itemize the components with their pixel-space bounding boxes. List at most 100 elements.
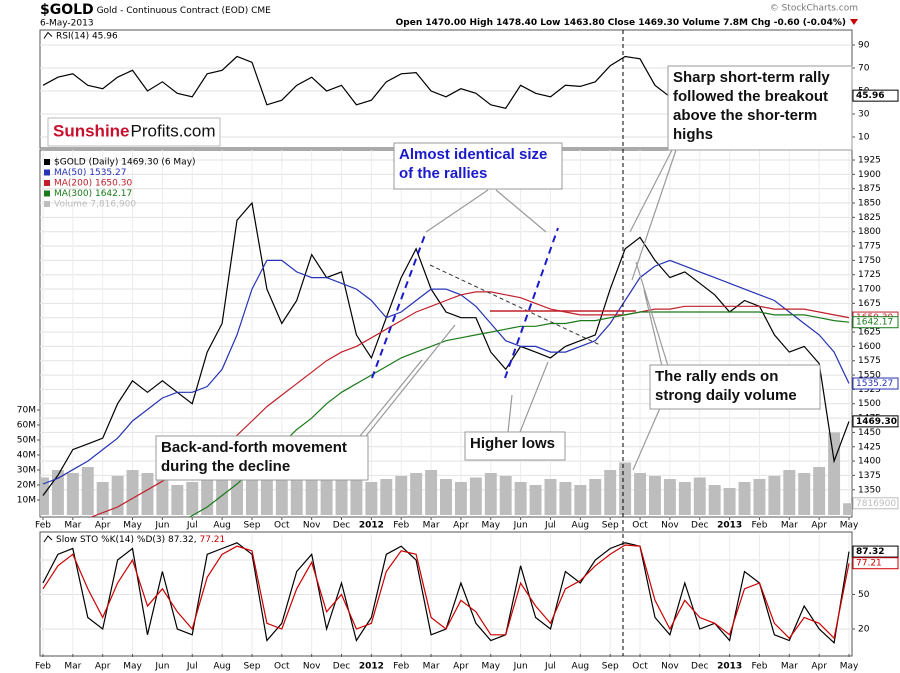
y-tick-label: 1575 xyxy=(858,356,881,366)
annotation-text: The rally ends on xyxy=(655,368,778,385)
panel-title-text: Slow STO %K(14) %D(3) 87.32, xyxy=(56,535,197,545)
annotation-box xyxy=(667,65,853,151)
end-tag-label: 1535.27 xyxy=(856,379,893,389)
y-tick-label: 1600 xyxy=(858,342,881,352)
x-tick-label: May xyxy=(123,662,142,672)
legend-icon xyxy=(43,535,53,543)
volume-bar xyxy=(544,479,557,515)
x-tick-label: Apr xyxy=(811,662,827,672)
annotation-box xyxy=(393,142,563,190)
x-tick-label: Mar xyxy=(64,662,81,672)
volume-bar xyxy=(350,470,363,515)
x-tick-label: Jul xyxy=(544,521,556,531)
x-tick-label: Feb xyxy=(35,662,51,672)
x-tick-label: Dec xyxy=(691,521,708,531)
x-tick-label: Feb xyxy=(751,521,767,531)
annotation-box xyxy=(464,431,566,461)
quote-change: Chg -0.60 (-0.04%) xyxy=(751,18,846,28)
y2-tick-label: 40M xyxy=(17,451,36,461)
legend-label: Volume 7,816,900 xyxy=(54,200,136,210)
annotation-text: Sharp short-term rally xyxy=(673,69,830,86)
volume-bar xyxy=(663,479,676,515)
volume-bar xyxy=(634,473,647,515)
end-tag-label: 77.21 xyxy=(856,559,882,569)
x-tick-label: Nov xyxy=(661,662,679,672)
annotation-text: of the rallies xyxy=(399,165,487,182)
y-tick-label: 90 xyxy=(858,41,870,51)
annotations: Sunshine Profits.com Sharp short-term rall… xyxy=(47,65,853,481)
x-tick-label: May xyxy=(123,521,142,531)
volume-bar xyxy=(843,503,852,515)
y2-tick-label: 30M xyxy=(17,466,36,476)
exchange: CME xyxy=(251,6,271,16)
x-tick-label: Apr xyxy=(453,662,469,672)
volume-bar xyxy=(678,482,691,515)
volume-bar xyxy=(768,476,781,515)
quote: Open 1470.00 High 1478.40 Low 1463.80 Cl… xyxy=(396,18,846,28)
volume-bar xyxy=(171,485,184,515)
y-tick-label: 1925 xyxy=(858,156,881,166)
panel-title: RSI(14) 45.96 xyxy=(56,31,118,41)
end-tag xyxy=(852,377,899,390)
volume-bar xyxy=(828,432,841,515)
end-tag-label: 45.96 xyxy=(856,91,884,101)
legend-label: MA(50) 1535.27 xyxy=(54,168,126,178)
logo: Sunshine Profits.com xyxy=(47,117,221,147)
volume-bar xyxy=(186,482,199,515)
volume-bar xyxy=(813,467,826,515)
volume-bar xyxy=(753,479,766,515)
y-tick-label: 1850 xyxy=(858,199,881,209)
volume-bar xyxy=(66,473,79,515)
x-tick-label: May xyxy=(840,662,859,672)
y-tick-label: 1625 xyxy=(858,328,881,338)
instrument: Gold - Continuous Contract (EOD) xyxy=(97,6,249,16)
x-tick-label: Jun xyxy=(513,521,528,531)
y-tick-label: 1350 xyxy=(858,485,881,495)
x-tick-label: Feb xyxy=(751,662,767,672)
end-tag xyxy=(852,89,899,102)
y2-tick-label: 20M xyxy=(17,481,36,491)
y2-tick-label: 60M xyxy=(17,421,36,431)
volume-bar xyxy=(231,462,243,515)
plot-layer: 10 30 50 70 90 45.96 RSI(14) 45.96 1350 1375 1400… xyxy=(17,31,899,672)
volume-bar xyxy=(216,467,229,515)
volume-bar xyxy=(111,476,124,515)
volume-bar xyxy=(499,476,512,515)
arrow xyxy=(425,189,547,233)
volume-bar xyxy=(589,479,602,515)
trend-line xyxy=(429,264,601,346)
arrow xyxy=(359,324,456,437)
x-tick-label: 2012 xyxy=(359,521,384,531)
x-tick-label: Oct xyxy=(632,662,648,672)
y2-tick-label: 10M xyxy=(17,496,36,506)
x-tick-label: Nov xyxy=(661,521,679,531)
arrow xyxy=(629,149,677,281)
annotation-text: Almost identical size xyxy=(399,146,547,163)
symbol: $GOLD xyxy=(40,2,94,18)
volume-bar xyxy=(156,479,169,515)
x-tick-label: Sep xyxy=(243,662,260,672)
panel-title-highlight: 77.21 xyxy=(199,535,225,545)
x-tick-label: Feb xyxy=(35,521,51,531)
volume-bar xyxy=(440,479,452,515)
y-tick-label: 1800 xyxy=(858,227,881,237)
x-tick-label: Dec xyxy=(691,662,708,672)
volume-bar xyxy=(425,470,438,515)
volume-bar xyxy=(335,473,348,515)
y-tick-label: 30 xyxy=(858,110,870,120)
legend-swatch xyxy=(44,159,50,165)
x-tick-label: Dec xyxy=(333,521,350,531)
panel-plot xyxy=(40,534,852,654)
y-tick-label: 70 xyxy=(858,64,870,74)
x-tick-label: Jun xyxy=(154,662,169,672)
drawings xyxy=(359,149,677,471)
legend-swatch xyxy=(44,201,50,207)
annotation-box xyxy=(649,364,821,410)
y-tick-label: 1375 xyxy=(858,471,881,481)
x-tick-label: Aug xyxy=(213,521,231,531)
volume-bar xyxy=(604,470,617,515)
x-tick-label: May xyxy=(840,521,859,531)
panel-title-text: RSI(14) 45.96 xyxy=(56,31,118,41)
volume-bar xyxy=(126,470,139,515)
legend-label: MA(200) 1650.30 xyxy=(54,179,132,189)
